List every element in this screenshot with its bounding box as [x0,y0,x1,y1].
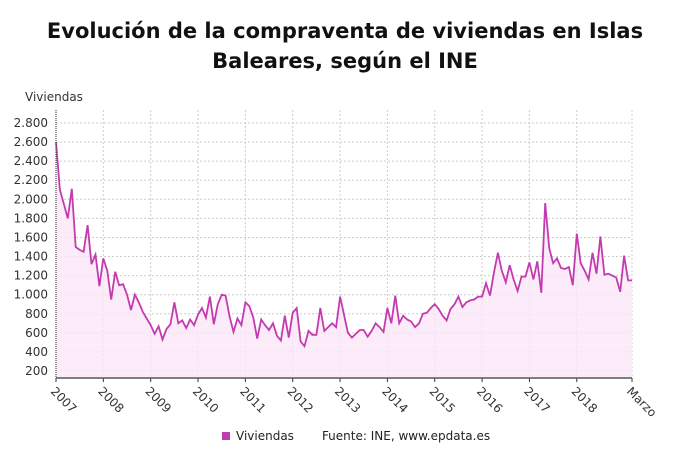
x-tick-label: 2007 [48,384,79,415]
series-area [56,142,632,378]
y-tick-label: 2.000 [14,192,48,206]
legend-swatch [222,432,230,440]
y-tick-label: 1.800 [14,211,48,225]
x-tick-label: 2011 [237,384,268,415]
y-tick-label: 200 [25,364,48,378]
y-tick-label: 2.800 [14,116,48,130]
legend-label: Viviendas [236,429,294,443]
x-tick-label: 2014 [379,384,410,415]
x-tick-label: 2009 [143,384,174,415]
legend: Viviendas Fuente: INE, www.epdata.es [222,429,490,443]
y-tick-label: 2.400 [14,154,48,168]
y-tick-label: 2.200 [14,173,48,187]
y-tick-label: 1.600 [14,230,48,244]
x-tick-label: 2016 [474,384,505,415]
y-tick-label: 1.400 [14,250,48,264]
y-tick-label: 2.600 [14,135,48,149]
source-note: Fuente: INE, www.epdata.es [321,429,491,443]
x-tick-label: 2010 [190,384,221,415]
y-tick-label: 600 [25,326,48,340]
y-tick-label: 1.200 [14,269,48,283]
x-tick-label: 2015 [427,384,458,415]
chart-title: Evolución de la compraventa de viviendas… [46,19,644,73]
x-tick-label: 2012 [285,384,316,415]
y-tick-label: 800 [25,307,48,321]
x-tick-label: 2008 [95,384,126,415]
x-tick-label: 2013 [332,384,363,415]
y-axis-label: Viviendas [25,90,83,104]
x-tick-label: 2017 [521,384,552,415]
y-tick-label: 1.000 [14,288,48,302]
x-tick-label: 2018 [569,384,600,415]
y-tick-label: 400 [25,345,48,359]
x-tick-label: Marzo [624,384,660,420]
